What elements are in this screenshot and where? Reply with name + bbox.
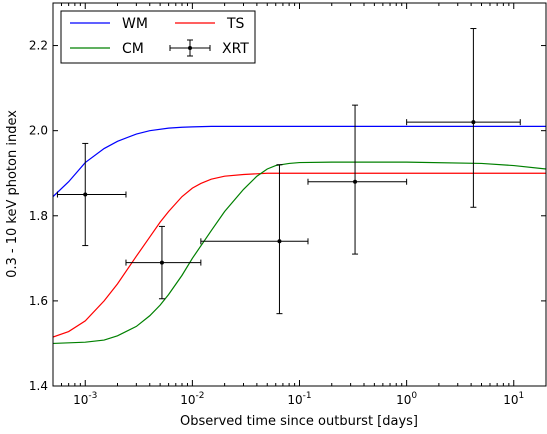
legend-label: XRT (222, 41, 249, 57)
legend-entry-cm: CM (70, 41, 144, 57)
y-tick-label: 2.0 (29, 124, 48, 138)
legend-frame (60, 10, 256, 64)
xrt-point-3 (200, 164, 309, 315)
legend-label: WM (122, 16, 148, 32)
legend-entry-ts: TS (175, 16, 245, 32)
legend-swatch (188, 46, 192, 50)
x-tick-label: 100 (396, 391, 417, 407)
xrt-marker (353, 179, 358, 184)
series-ts-line (53, 172, 546, 338)
series-wm-line (53, 125, 546, 198)
xrt-point-4 (307, 104, 408, 255)
y-tick-label: 1.6 (29, 294, 48, 308)
y-tick-label: 2.2 (29, 39, 48, 53)
legend-entry-xrt: XRT (169, 39, 249, 57)
xrt-marker (277, 239, 282, 244)
y-axis-label: 0.3 - 10 keV photon index (5, 110, 20, 278)
xrt-marker (471, 120, 476, 125)
legend-label: TS (226, 16, 245, 32)
xrt-point-2 (125, 225, 202, 300)
legend-entry-wm: WM (70, 16, 148, 32)
xrt-point-1 (56, 142, 127, 247)
xrt-marker (159, 260, 164, 265)
series-cm-line (53, 161, 546, 345)
x-tick-label: 10-3 (73, 391, 97, 407)
axis-ticks: 1.4 1.6 1.8 2.0 2.2 10-3 10-2 10-1 100 101 (29, 3, 546, 407)
xrt-data-points (56, 28, 521, 315)
xrt-marker (83, 192, 88, 197)
xrt-point-5 (406, 28, 521, 208)
legend-label: CM (122, 41, 144, 57)
x-tick-label: 10-2 (180, 391, 204, 407)
x-tick-label: 10-1 (287, 391, 311, 407)
model-curves (53, 125, 546, 345)
y-tick-label: 1.4 (29, 379, 48, 393)
x-axis-label: Observed time since outburst [days] (180, 414, 418, 429)
x-tick-label: 101 (503, 391, 524, 407)
y-tick-label: 1.8 (29, 209, 48, 223)
legend: WM TS CM XRT (60, 10, 256, 64)
